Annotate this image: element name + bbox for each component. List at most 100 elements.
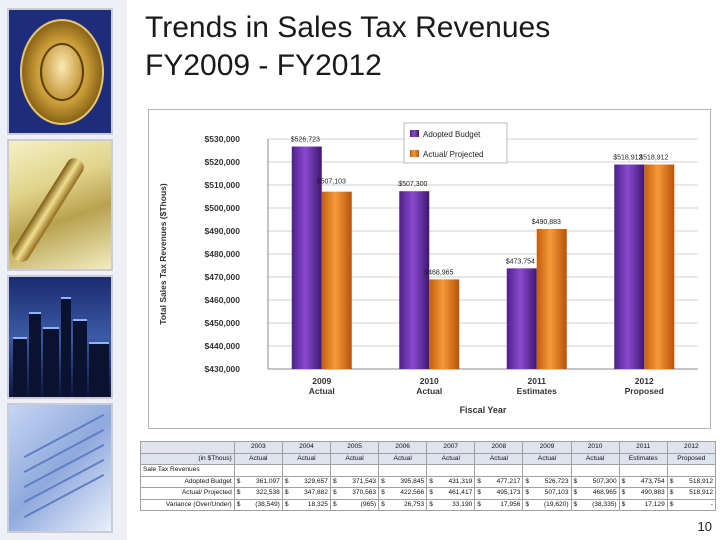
table-currency-symbol: $ bbox=[426, 487, 436, 500]
y-tick-label: $480,000 bbox=[205, 249, 241, 259]
table-currency-symbol: $ bbox=[378, 487, 388, 500]
table-year-header: 2003 bbox=[233, 441, 283, 454]
x-tick-label-year: 2012 bbox=[635, 376, 654, 386]
y-tick-label: $450,000 bbox=[205, 318, 241, 328]
table-value-cell: 507,103 bbox=[531, 487, 572, 500]
table-value-cell: 473,754 bbox=[627, 475, 668, 488]
table-value-cell: 526,723 bbox=[531, 475, 572, 488]
table-year-header: 2004 bbox=[281, 441, 331, 454]
document-paper-image bbox=[7, 403, 113, 533]
actual-projected-bar bbox=[321, 191, 352, 369]
table-empty-cell bbox=[233, 464, 283, 477]
table-value-cell: 468,965 bbox=[579, 487, 620, 500]
x-tick-label-type: Actual bbox=[309, 386, 335, 396]
table-currency-symbol: $ bbox=[281, 498, 292, 511]
table-year-header: 2011 bbox=[618, 441, 668, 454]
slide-title-line1: Trends in Sales Tax Revenues bbox=[145, 11, 551, 44]
adopted-budget-bar bbox=[614, 164, 645, 369]
pen-icon bbox=[9, 155, 87, 265]
table-value-cell: 347,882 bbox=[291, 487, 331, 500]
y-tick-label: $530,000 bbox=[205, 134, 241, 144]
x-tick-label-type: Proposed bbox=[625, 386, 664, 396]
fountain-pen-image bbox=[7, 139, 113, 271]
table-type-header: Actual bbox=[474, 452, 524, 465]
x-tick-label-type: Actual bbox=[416, 386, 442, 396]
table-currency-symbol: $ bbox=[474, 487, 484, 500]
data-label: $468,965 bbox=[424, 269, 453, 276]
actual-projected-bar bbox=[536, 228, 567, 369]
table-type-header: Estimates bbox=[618, 452, 668, 465]
slide-title: Trends in Sales Tax Revenues FY2009 - FY… bbox=[145, 9, 705, 85]
table-value-cell: 461,417 bbox=[435, 487, 476, 500]
table-value-cell: 422,566 bbox=[387, 487, 428, 500]
table-value-cell: (19,620) bbox=[531, 498, 572, 511]
table-corner-cell bbox=[140, 441, 235, 454]
table-empty-cell bbox=[378, 464, 428, 477]
table-header-row: 2003 2004 2005 2006 2007 2008 2009 2010 2011 2012 bbox=[140, 441, 717, 454]
table-row-label: Variance (Over/Under) bbox=[140, 498, 235, 511]
table-value-cell: (38,549) bbox=[242, 498, 283, 511]
table-currency-symbol: $ bbox=[233, 475, 243, 488]
y-tick-label: $490,000 bbox=[205, 226, 241, 236]
city-seal-icon bbox=[20, 19, 104, 125]
table-value-cell: 395,845 bbox=[387, 475, 428, 488]
table-currency-symbol: $ bbox=[378, 498, 388, 511]
table-currency-symbol: $ bbox=[233, 487, 243, 500]
revenue-data-table: 2003 2004 2005 2006 2007 2008 2009 2010 2011 2012… bbox=[140, 441, 717, 511]
table-currency-symbol: $ bbox=[666, 487, 676, 500]
table-year-header: 2012 bbox=[666, 441, 717, 454]
data-label: $507,300 bbox=[398, 181, 427, 188]
table-empty-cell bbox=[618, 464, 668, 477]
table-currency-symbol: $ bbox=[570, 498, 580, 511]
table-year-header: 2005 bbox=[329, 441, 380, 454]
legend-box bbox=[403, 122, 508, 164]
data-label: $518,912 bbox=[639, 155, 668, 162]
table-empty-cell bbox=[281, 464, 331, 477]
actual-projected-bar bbox=[644, 164, 675, 369]
y-tick-label: $520,000 bbox=[205, 157, 241, 167]
table-value-cell: 370,563 bbox=[339, 487, 380, 500]
data-label: $473,754 bbox=[506, 258, 535, 265]
table-currency-symbol: $ bbox=[570, 487, 580, 500]
table-currency-symbol: $ bbox=[522, 498, 532, 511]
table-empty-cell bbox=[426, 464, 476, 477]
adopted-budget-bar bbox=[399, 191, 430, 369]
page-number: 10 bbox=[697, 519, 712, 534]
table-year-header: 2009 bbox=[522, 441, 572, 454]
table-currency-symbol: $ bbox=[233, 498, 243, 511]
legend-label: Adopted Budget bbox=[423, 130, 481, 139]
x-tick-label-year: 2011 bbox=[528, 376, 547, 386]
table-empty-cell bbox=[329, 464, 380, 477]
legend-swatch bbox=[410, 150, 419, 157]
table-empty-cell bbox=[666, 464, 717, 477]
table-header-row: (in $Thous) Actual Actual Actual Actual Actua… bbox=[140, 452, 717, 465]
table-value-cell: 17,129 bbox=[627, 498, 668, 511]
table-currency-symbol: $ bbox=[329, 475, 340, 488]
table-empty-cell bbox=[522, 464, 572, 477]
table-type-header: Actual bbox=[426, 452, 476, 465]
table-section-row: Sale Tax Revenues bbox=[140, 464, 717, 477]
y-axis-label: Total Sales Tax Revenues ($Thous) bbox=[158, 183, 168, 325]
table-currency-symbol: $ bbox=[522, 475, 532, 488]
table-value-cell: - bbox=[675, 498, 716, 511]
table-row: Variance (Over/Under) $ (38,549) $18,325 $ (9… bbox=[140, 498, 716, 511]
x-tick-label-year: 2009 bbox=[312, 376, 331, 386]
table-value-cell: 518,912 bbox=[675, 475, 716, 488]
table-section-label: Sale Tax Revenues bbox=[140, 464, 235, 477]
table-currency-symbol: $ bbox=[281, 475, 292, 488]
y-tick-label: $430,000 bbox=[205, 364, 241, 374]
table-currency-symbol: $ bbox=[426, 498, 436, 511]
table-currency-symbol: $ bbox=[474, 498, 484, 511]
y-tick-label: $440,000 bbox=[205, 341, 241, 351]
table-value-cell: 329,657 bbox=[291, 475, 331, 488]
table-currency-symbol: $ bbox=[281, 487, 292, 500]
sales-tax-chart: $430,000 $440,000 $450,000 $460,000 $470,000… bbox=[148, 109, 711, 429]
table-value-cell: 26,753 bbox=[387, 498, 428, 511]
table-row: Actual/ Projected $322,538 $347,882 $370,56… bbox=[140, 487, 716, 500]
table-currency-symbol: $ bbox=[666, 475, 676, 488]
adopted-budget-bar bbox=[291, 146, 322, 369]
x-tick-label-type: Estimates bbox=[517, 386, 557, 396]
adopted-budget-bar bbox=[506, 268, 537, 369]
table-row-label: Actual/ Projected bbox=[140, 487, 235, 500]
table-year-header: 2008 bbox=[474, 441, 524, 454]
